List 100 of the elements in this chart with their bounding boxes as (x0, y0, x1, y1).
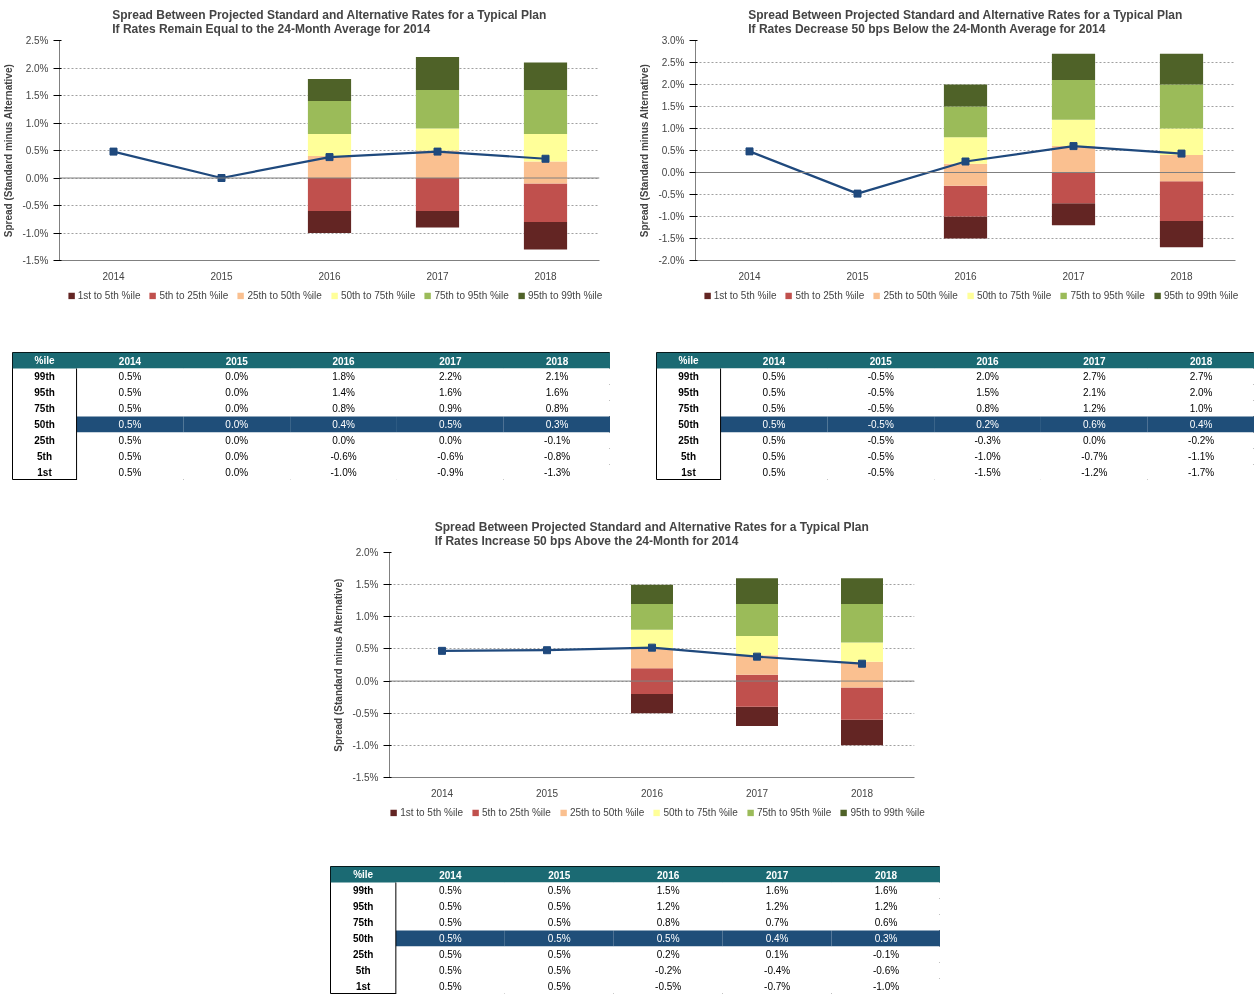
bar (415, 90, 460, 129)
chart-title: Spread Between Projected Standard and Alternative Rates for a Typical Plan If Rates Increase 50 bps Above the 24-Month for 2014 (434, 519, 869, 548)
x-tick-label: 2014 (102, 270, 126, 282)
data-label: -0.4% (764, 965, 791, 976)
legend-label: 25th to 50th %ile (569, 806, 645, 818)
x-tick-label: 2015 (869, 355, 893, 367)
y-tick-label: 25th (34, 435, 55, 446)
data-label: -0.5% (867, 403, 894, 414)
bar (523, 183, 568, 222)
y-tick-label: 0.5% (25, 145, 49, 156)
data-label: 0.4% (332, 419, 356, 430)
data-label: 0.5% (438, 901, 462, 912)
bar (415, 211, 460, 228)
legend-label: 95th to 99th %ile (850, 806, 925, 818)
data-label: -0.2% (655, 965, 682, 976)
y-tick-label: 2.5% (25, 35, 49, 46)
point (543, 646, 551, 655)
data-label: -0.6% (437, 451, 464, 462)
y-tick-label: 25th (352, 949, 374, 960)
y-tick-label: 0.0% (355, 675, 379, 687)
point (648, 643, 656, 652)
data-label: 0.0% (225, 467, 249, 478)
y-tick-label: 1.5% (25, 90, 49, 101)
data-label: 2.0% (1189, 387, 1213, 398)
x-tick-label: 2017 (1083, 355, 1106, 367)
data-label: 0.0% (225, 451, 249, 462)
data-label: 0.3% (545, 419, 569, 430)
data-label: 0.8% (976, 403, 1000, 414)
bar (841, 687, 883, 720)
y-axis-title: %ile (353, 869, 374, 880)
bar (1159, 154, 1204, 182)
bar (736, 636, 778, 656)
data-label: 0.5% (762, 403, 786, 414)
data-label: -0.5% (867, 467, 894, 478)
y-tick-label: -1.5% (658, 233, 685, 244)
y-tick-label: -1.0% (658, 211, 685, 222)
legend-label: 95th to 99th %ile (527, 289, 603, 301)
bar (631, 648, 673, 669)
data-label: 1.8% (332, 371, 356, 382)
x-tick-label: 2014 (439, 869, 462, 881)
data-label: 0.0% (225, 371, 249, 382)
x-tick-label: 2014 (738, 270, 762, 282)
y-tick-label: 2.0% (355, 547, 379, 558)
data-label: -1.5% (974, 467, 1001, 478)
data-label: 0.6% (874, 917, 898, 928)
y-axis-title: %ile (678, 355, 699, 366)
data-label: 1.6% (545, 387, 569, 398)
data-label: -1.1% (1188, 451, 1215, 462)
bar (631, 603, 673, 630)
y-tick-label: 0.5% (355, 643, 379, 655)
data-label: -1.0% (974, 451, 1001, 462)
data-label: 0.5% (762, 467, 786, 478)
bar (1051, 53, 1096, 81)
y-tick-label: 3.0% (661, 35, 685, 46)
bar (943, 137, 988, 164)
data-label: -0.5% (867, 371, 894, 382)
data-label: 0.5% (438, 965, 462, 976)
x-tick-label: 2014 (118, 355, 142, 367)
legend-label: 95th to 99th %ile (1163, 289, 1239, 301)
bar (523, 161, 568, 184)
data-label: 1.2% (656, 901, 680, 912)
data-label: 0.5% (547, 949, 571, 960)
bar (307, 101, 352, 134)
x-tick-label: 2016 (318, 270, 342, 282)
bar (943, 163, 988, 186)
data-label: 1.2% (874, 901, 898, 912)
legend-label: 5th to 25th %ile (481, 806, 551, 818)
y-tick-label: 5th (37, 451, 53, 462)
data-label: 1.2% (1082, 403, 1106, 414)
data-label: 0.5% (438, 917, 462, 928)
legend-label: 1st to 5th %ile (713, 289, 777, 301)
data-label: 0.0% (438, 435, 462, 446)
bar (631, 668, 673, 694)
data-label: -0.7% (764, 981, 791, 992)
data-label: -1.3% (544, 467, 571, 478)
x-tick-label: 2017 (1062, 270, 1086, 282)
data-label: 0.5% (118, 451, 142, 462)
bar (943, 84, 988, 107)
y-tick-label: 50th (352, 933, 374, 944)
y-tick-label: -0.5% (352, 707, 379, 719)
point (858, 659, 866, 668)
y-tick-label: 1.5% (355, 579, 379, 591)
y-tick-label: 1.0% (661, 123, 685, 134)
data-label: 0.4% (1189, 419, 1213, 430)
data-label: -0.5% (867, 451, 894, 462)
data-label: 0.6% (1082, 419, 1106, 430)
data-label: 0.0% (225, 387, 249, 398)
data-label: -1.0% (872, 981, 900, 992)
legend-label: 25th to 50th %ile (883, 289, 958, 301)
x-tick-label: 2016 (657, 869, 680, 881)
bar (736, 603, 778, 637)
data-label: 0.5% (438, 419, 462, 430)
data-label: 0.5% (762, 451, 786, 462)
bar (943, 216, 988, 239)
data-label: 0.5% (547, 965, 571, 976)
data-label: -1.2% (1081, 467, 1108, 478)
y-tick-label: 2.5% (661, 57, 685, 68)
legend-label: 1st to 5th %ile (77, 289, 141, 301)
data-label: 0.2% (976, 419, 1000, 430)
y-tick-label: 95th (352, 901, 374, 912)
